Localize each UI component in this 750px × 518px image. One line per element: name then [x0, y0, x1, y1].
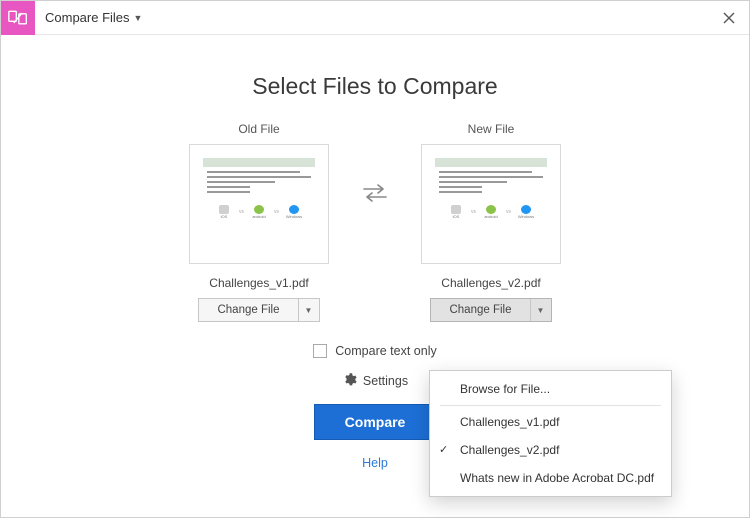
old-file-name: Challenges_v1.pdf — [209, 276, 308, 290]
dropdown-item-label: Challenges_v1.pdf — [460, 415, 559, 429]
help-link[interactable]: Help — [362, 456, 388, 470]
check-icon: ✓ — [439, 443, 448, 456]
change-file-label: Change File — [199, 299, 298, 321]
compare-files-window: Compare Files ▼ Select Files to Compare … — [0, 0, 750, 518]
old-file-thumbnail[interactable]: iOS vs android vs Windows — [189, 144, 329, 264]
thumbnail-preview: iOS vs android vs Windows — [197, 152, 321, 256]
swap-files-button[interactable] — [360, 182, 390, 204]
gear-icon — [342, 372, 357, 390]
checkbox-icon — [313, 344, 327, 358]
options-group: Compare text only Settings — [313, 344, 436, 390]
change-file-label: Change File — [431, 299, 530, 321]
chevron-down-icon: ▼ — [299, 299, 319, 321]
change-file-dropdown: Browse for File... Challenges_v1.pdf ✓ C… — [429, 370, 672, 497]
old-file-label: Old File — [238, 122, 279, 136]
dropdown-browse-item[interactable]: Browse for File... — [430, 375, 671, 403]
page-heading: Select Files to Compare — [252, 73, 497, 100]
content-area: Select Files to Compare Old File iOS vs — [1, 35, 749, 517]
thumbnail-preview: iOS vs android vs Windows — [429, 152, 553, 256]
app-icon — [1, 1, 35, 35]
settings-button[interactable]: Settings — [342, 372, 408, 390]
compare-text-label: Compare text only — [335, 344, 436, 358]
chevron-down-icon: ▼ — [531, 299, 551, 321]
old-file-change-button[interactable]: Change File ▼ — [198, 298, 319, 322]
new-file-label: New File — [468, 122, 515, 136]
dropdown-recent-item[interactable]: ✓ Challenges_v2.pdf — [430, 436, 671, 464]
compare-button[interactable]: Compare — [314, 404, 437, 440]
dropdown-item-label: Challenges_v2.pdf — [460, 443, 559, 457]
dropdown-recent-item[interactable]: Whats new in Adobe Acrobat DC.pdf — [430, 464, 671, 492]
window-title-text: Compare Files — [45, 10, 130, 25]
window-title-dropdown[interactable]: Compare Files ▼ — [45, 10, 142, 25]
new-file-change-button[interactable]: Change File ▼ — [430, 298, 551, 322]
titlebar: Compare Files ▼ — [1, 1, 749, 35]
chevron-down-icon: ▼ — [134, 13, 143, 23]
dropdown-recent-item[interactable]: Challenges_v1.pdf — [430, 408, 671, 436]
settings-label: Settings — [363, 374, 408, 388]
file-comparison-row: Old File iOS vs android vs — [184, 122, 566, 322]
new-file-name: Challenges_v2.pdf — [441, 276, 540, 290]
old-file-column: Old File iOS vs android vs — [184, 122, 334, 322]
new-file-thumbnail[interactable]: iOS vs android vs Windows — [421, 144, 561, 264]
dropdown-separator — [440, 405, 661, 406]
dropdown-item-label: Whats new in Adobe Acrobat DC.pdf — [460, 471, 654, 485]
close-button[interactable] — [709, 1, 749, 35]
new-file-column: New File iOS vs android vs — [416, 122, 566, 322]
compare-text-only-checkbox[interactable]: Compare text only — [313, 344, 436, 358]
